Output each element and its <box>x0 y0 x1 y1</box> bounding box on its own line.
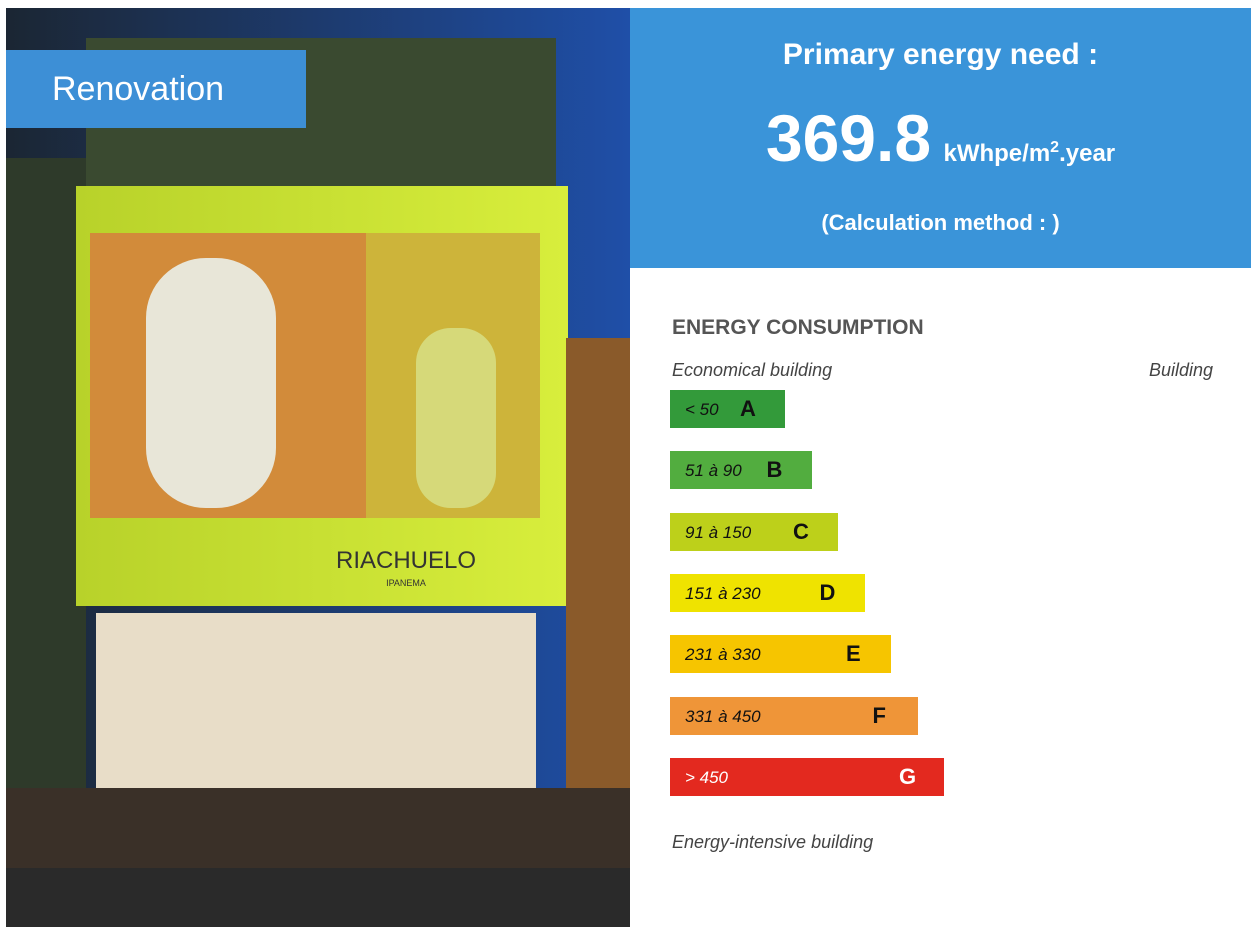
rating-letter: E <box>846 641 861 667</box>
rating-letter: C <box>793 519 809 545</box>
rating-range: < 50 <box>685 400 719 420</box>
rating-bar: 331 à 450 F <box>670 697 918 735</box>
left-caption: Economical building <box>672 360 832 381</box>
ratings: < 50 A 51 à 90 B 91 à 150 C 151 à 230 D 231 à 33… <box>670 390 1230 820</box>
rating-letter: A <box>740 396 756 422</box>
rating-bar: 51 à 90 B <box>670 451 812 489</box>
header-value-row: 369.8 kWhpe/m2.year <box>630 100 1251 176</box>
rating-letter: F <box>873 703 886 729</box>
rating-bar: < 50 A <box>670 390 785 428</box>
section-title: ENERGY CONSUMPTION <box>672 316 924 340</box>
rating-bar: 231 à 330 E <box>670 635 891 673</box>
header-value: 369.8 <box>766 101 931 175</box>
rating-letter: D <box>820 580 836 606</box>
rating-range: 231 à 330 <box>685 645 761 665</box>
header: Primary energy need : 369.8 kWhpe/m2.yea… <box>630 8 1251 268</box>
rating-range: 151 à 230 <box>685 584 761 604</box>
header-title: Primary energy need : <box>630 38 1251 72</box>
rating-range: 331 à 450 <box>685 707 761 727</box>
header-method: (Calculation method : ) <box>630 210 1251 236</box>
badge: Renovation <box>6 50 306 128</box>
header-unit: kWhpe/m2.year <box>943 140 1115 167</box>
rating-letter: B <box>767 457 783 483</box>
unit-sup: 2 <box>1050 139 1059 156</box>
sign: RIACHUELO <box>336 547 476 574</box>
rating-bar: > 450 G <box>670 758 944 796</box>
right-caption: Building <box>1149 360 1213 381</box>
rating-bar: 91 à 150 C <box>670 513 838 551</box>
rating-bar: 151 à 230 D <box>670 574 865 612</box>
unit-suffix: .year <box>1059 140 1115 167</box>
photo: RIACHUELO IPANEMA <box>6 8 630 927</box>
sign-sub: IPANEMA <box>386 578 426 588</box>
rating-range: 51 à 90 <box>685 461 742 481</box>
rating-range: > 450 <box>685 768 728 788</box>
unit-prefix: kWhpe/m <box>943 140 1050 167</box>
page: RIACHUELO IPANEMA Renovation Primary ene… <box>0 0 1251 927</box>
rating-letter: G <box>899 764 916 790</box>
rating-range: 91 à 150 <box>685 523 751 543</box>
bottom-caption: Energy-intensive building <box>672 832 873 853</box>
